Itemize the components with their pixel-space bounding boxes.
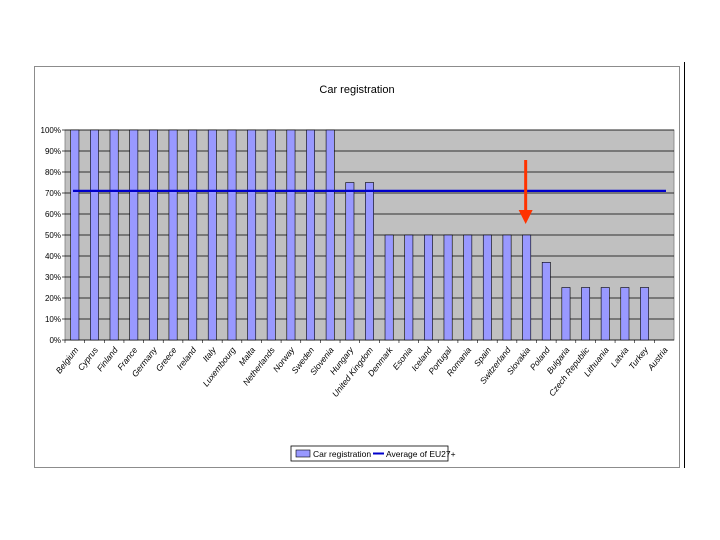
y-tick-label: 50% (45, 231, 61, 240)
bar (306, 129, 315, 341)
bar (384, 234, 394, 341)
bar (443, 234, 453, 341)
plot-area: 0% 10% 20% 30% 40% 50% 60% 70% 80% 90% 100% Belgium… (41, 126, 675, 399)
bar (600, 287, 610, 341)
bar (463, 234, 473, 341)
x-tick-label: Finland (95, 345, 120, 373)
bar (266, 129, 276, 341)
bar (345, 182, 355, 341)
legend-label-bar: Car registration (313, 449, 371, 459)
bar (129, 129, 139, 341)
bar (227, 129, 237, 341)
slide-edge-line (684, 62, 685, 468)
bar (581, 287, 591, 341)
bar (502, 234, 512, 341)
y-tick-label: 30% (45, 273, 61, 282)
bar (424, 234, 433, 341)
bar (70, 129, 80, 341)
bar (90, 129, 99, 341)
y-tick-label: 10% (45, 315, 61, 324)
bar (561, 287, 571, 341)
legend-label-line: Average of EU27+ (386, 449, 456, 459)
y-tick-label: 0% (49, 336, 61, 345)
bar (168, 129, 178, 341)
x-tick-label: Greece (154, 345, 179, 373)
bar (247, 129, 257, 341)
y-tick-label: 40% (45, 252, 61, 261)
x-tick-label: Belgium (54, 345, 81, 375)
y-tick-label: 80% (45, 168, 61, 177)
bar (286, 129, 296, 341)
legend-box (290, 445, 449, 462)
legend-swatch-bar (295, 449, 311, 458)
bar (620, 287, 630, 341)
bar (109, 129, 119, 341)
annotation-arrow-head (518, 210, 533, 224)
x-tick-label: Italy (200, 344, 218, 363)
y-tick-label: 60% (45, 210, 61, 219)
bar (365, 182, 374, 341)
bar (148, 129, 158, 341)
chart-title: Car registration (319, 84, 394, 96)
x-tick-label: Ireland (174, 345, 198, 372)
y-tick-label: 90% (45, 147, 61, 156)
bar (207, 129, 217, 341)
bar (188, 129, 198, 341)
bar (325, 129, 335, 341)
bar (640, 287, 649, 341)
y-tick-label: 100% (41, 126, 61, 135)
legend: Car registration Average of EU27+ (290, 445, 456, 462)
bar (522, 234, 532, 341)
y-tick-label: 70% (45, 189, 61, 198)
bar (404, 234, 414, 341)
bar (541, 261, 551, 341)
bar (482, 234, 492, 341)
y-tick-label: 20% (45, 294, 61, 303)
x-tick-label: Austria (645, 345, 670, 373)
